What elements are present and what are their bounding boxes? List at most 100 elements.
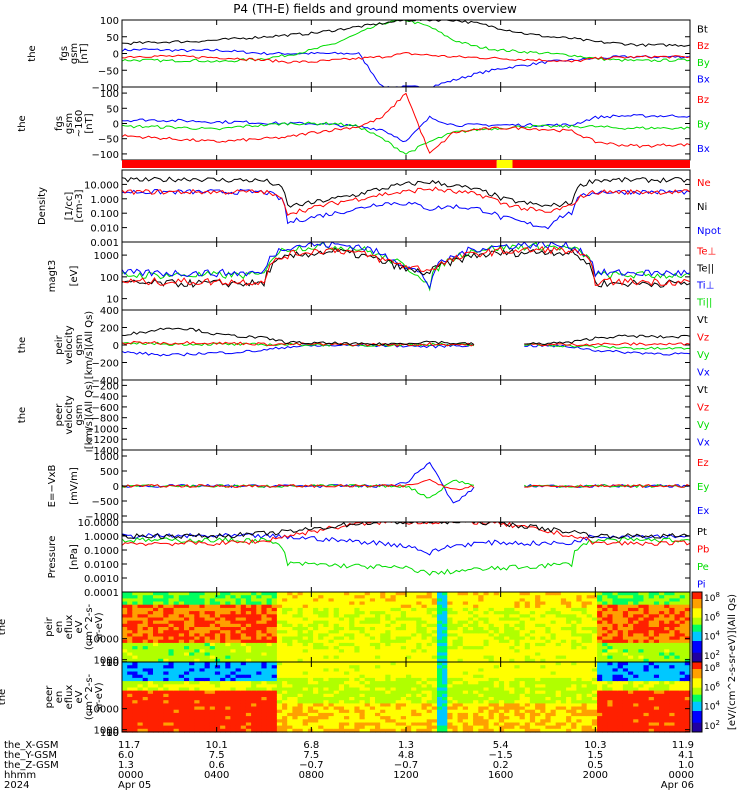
spectrogram-cell [240, 642, 247, 647]
spectrogram-cell [214, 693, 221, 698]
spectrogram-cell [292, 677, 299, 682]
spectrogram-cell [509, 598, 516, 603]
spectrogram-cell [369, 614, 376, 619]
spectrogram-cell [287, 642, 293, 647]
spectrogram-cell [199, 607, 206, 612]
spectrogram-cell [209, 722, 216, 727]
spectrogram-cell [602, 592, 608, 596]
spectrogram-cell [638, 658, 645, 663]
spectrogram-cell [380, 700, 386, 704]
spectrogram-cell [529, 592, 536, 596]
spectrogram-cell [292, 595, 299, 599]
spectrogram-cell [153, 690, 159, 695]
spectrogram-cell [395, 614, 402, 619]
spectrogram-cell [431, 598, 438, 603]
spectrogram-cell [483, 668, 490, 673]
spectrogram-cell [163, 712, 170, 717]
spectrogram-cell [369, 620, 376, 625]
spectrogram-cell [493, 617, 500, 622]
spectrogram-cell [488, 687, 495, 692]
spectrogram-cell [204, 598, 211, 603]
spectrogram-cell [462, 604, 469, 609]
spectrogram-cell [478, 716, 485, 720]
spectrogram-cell [545, 700, 552, 704]
spectrogram-cell [142, 633, 149, 638]
spectrogram-cell [354, 706, 361, 711]
spectrogram-cell [571, 722, 577, 727]
spectrogram-cell [359, 604, 366, 609]
spectrogram-cell [431, 690, 438, 695]
spectrogram-cell [313, 712, 319, 717]
spectrogram-cell [555, 630, 562, 634]
spectrogram-cell [602, 719, 608, 724]
spectrogram-cell [307, 709, 314, 714]
spectrogram-cell [230, 728, 237, 733]
spectrogram-cell [602, 598, 608, 603]
spectrogram-cell [524, 620, 531, 625]
spectrogram-cell [137, 598, 144, 603]
spectrogram-cell [659, 614, 665, 619]
spectrogram-cell [251, 665, 257, 669]
spectrogram-cell [385, 639, 392, 644]
spectrogram-cell [132, 677, 139, 682]
spectrogram-cell [364, 652, 371, 657]
spectrogram-cell [622, 712, 629, 717]
spectrogram-cell [638, 633, 645, 638]
spectrogram-cell [659, 646, 665, 650]
spectrogram-cell [447, 684, 454, 689]
spectrogram-cell [643, 627, 650, 631]
spectrogram-cell [560, 604, 567, 609]
spectrogram-cell [617, 728, 624, 733]
spectrogram-cell [622, 630, 629, 634]
spectrogram-cell [576, 595, 583, 599]
spectrogram-cell [566, 677, 572, 682]
spectrogram-cell [220, 607, 226, 612]
spectrogram-cell [529, 649, 536, 654]
spectrogram-cell [199, 725, 206, 730]
spectrogram-cell [127, 592, 133, 596]
spectrogram-cell [447, 633, 454, 638]
spectrogram-cell [209, 595, 216, 599]
spectrogram-cell [643, 630, 650, 634]
spectrogram-cell [535, 623, 541, 628]
spectrogram-cell [597, 649, 603, 654]
spectrogram-cell [225, 681, 232, 685]
spectrogram-cell [380, 627, 386, 631]
spectrogram-cell [550, 681, 557, 685]
spectrogram-cell [504, 655, 510, 660]
spectrogram-cell [555, 709, 562, 714]
spectrogram-cell [333, 684, 340, 689]
spectrogram-cell [313, 706, 319, 711]
spectrogram-cell [473, 725, 479, 730]
spectrogram-cell [612, 716, 619, 720]
spectrogram-cell [400, 697, 407, 701]
spectrogram-cell [452, 662, 459, 666]
spectrogram-cell [612, 697, 619, 701]
spectrogram-cell [163, 668, 170, 673]
spectrogram-cell [173, 677, 180, 682]
spectrogram-cell [147, 592, 154, 596]
spectrogram-cell [452, 693, 459, 698]
spectrogram-cell [509, 630, 516, 634]
spectrogram-cell [349, 693, 355, 698]
spectrogram-cell [416, 687, 423, 692]
spectrogram-cell [344, 623, 350, 628]
spectrogram-cell [194, 700, 201, 704]
spectrogram-cell [189, 684, 195, 689]
spectrogram-cell [189, 697, 195, 701]
spectrogram-cell [622, 639, 629, 644]
spectrogram-cell [380, 611, 386, 615]
spectrogram-cell [147, 684, 154, 689]
spectrogram-cell [380, 709, 386, 714]
spectrogram-cell [127, 652, 133, 657]
spectrogram-cell [426, 633, 433, 638]
spectrogram-cell [127, 623, 133, 628]
spectrogram-cell [411, 592, 417, 596]
spectrogram-peer_spec [122, 662, 691, 733]
spectrogram-cell [204, 712, 211, 717]
spectrogram-cell [431, 646, 438, 650]
spectrogram-cell [168, 719, 175, 724]
spectrogram-cell [380, 620, 386, 625]
spectrogram-cell [307, 728, 314, 733]
spectrogram-cell [602, 595, 608, 599]
